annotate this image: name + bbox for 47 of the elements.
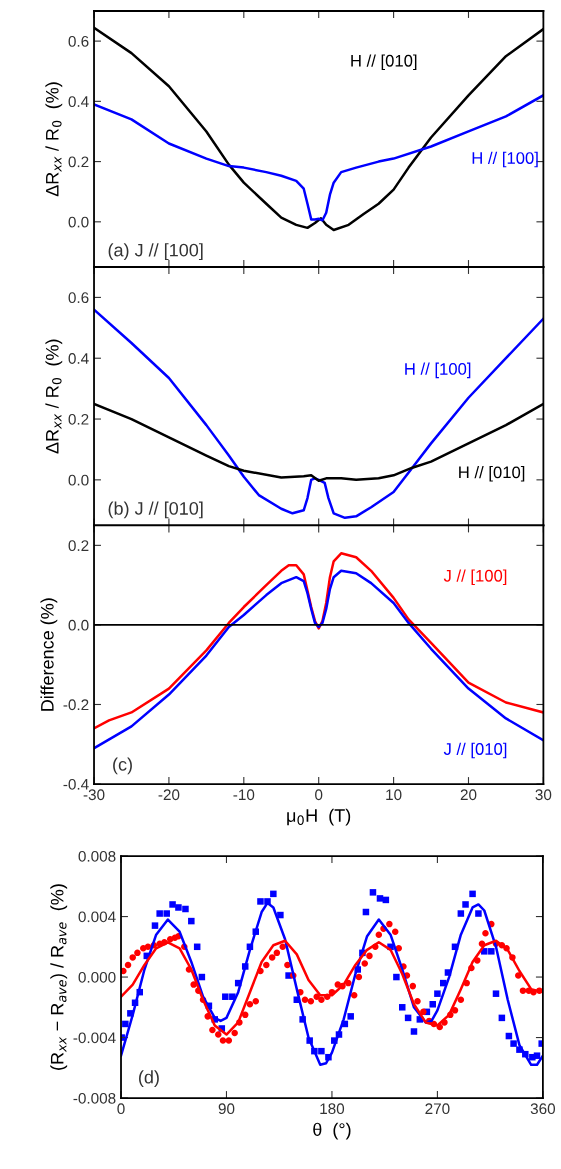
x-tick-label: 10: [386, 789, 402, 801]
y-tick-label: -0.008: [73, 1092, 116, 1104]
y-tick-label: 0.0: [68, 474, 89, 486]
x-tick-label: 30: [535, 789, 552, 801]
x-tick-label: 90: [218, 1103, 235, 1115]
x-tick-label: 360: [530, 1103, 556, 1115]
y-tick-label: 0.4: [68, 96, 89, 108]
y-tick-label: -0.4: [63, 778, 89, 790]
line-series: [94, 94, 544, 222]
annotation: (d): [139, 1070, 159, 1088]
y-tick-label: 0.6: [68, 292, 89, 304]
y-axis-title: (R$_{xx}$ − R$_{ave}$) / R$_{ave}$ (%): [50, 884, 68, 1070]
annotation: (c): [113, 757, 132, 775]
x-axis-title: θ (°): [313, 1122, 351, 1140]
y-tick-label: 0.6: [68, 35, 89, 47]
y-tick-label: 0.0: [68, 216, 89, 228]
series-label: J // [010]: [443, 742, 507, 759]
annotation: (a) J // [100]: [108, 243, 203, 261]
text: J // [100]: [443, 569, 507, 585]
y-tick-label: 0.0: [68, 619, 89, 631]
annotation: (b) J // [010]: [108, 501, 203, 519]
y-axis-title: ΔR$_{xx}$ / R$_{0}$ (%): [45, 82, 63, 197]
y-tick-label: 0.2: [68, 413, 89, 425]
y-tick-label: 0.2: [68, 156, 89, 168]
series-label: H // [100]: [405, 362, 471, 379]
x-tick-label: -10: [233, 789, 255, 801]
y-tick-label: 0.004: [78, 911, 116, 923]
x-axis-title: μ$_{0}$H (T): [287, 808, 351, 826]
y-tick-label: 0.4: [68, 353, 89, 364]
line-series: [94, 308, 544, 520]
x-tick-label: 0: [117, 1103, 125, 1115]
x-tick-label: 0: [315, 789, 323, 801]
y-axis-title: Difference (%): [40, 598, 58, 711]
y-tick-label: 0.2: [68, 540, 89, 552]
series-label: H // [010]: [459, 466, 525, 482]
x-tick-label: -20: [158, 789, 180, 801]
x-tick-label: 20: [460, 789, 477, 801]
y-tick-label: 0.008: [78, 850, 116, 862]
x-tick-label: 180: [320, 1103, 345, 1115]
y-tick-label: 0.000: [78, 971, 116, 983]
y-tick-label: -0.004: [73, 1032, 116, 1044]
y-axis-title: ΔR$_{xx}$ / R$_{0}$ (%): [45, 339, 63, 454]
x-tick-label: -30: [83, 789, 105, 801]
series-label: H // [100]: [472, 151, 538, 168]
y-tick-label: -0.2: [63, 699, 89, 711]
x-tick-label: 270: [425, 1103, 450, 1115]
text: H // [010]: [351, 54, 417, 70]
